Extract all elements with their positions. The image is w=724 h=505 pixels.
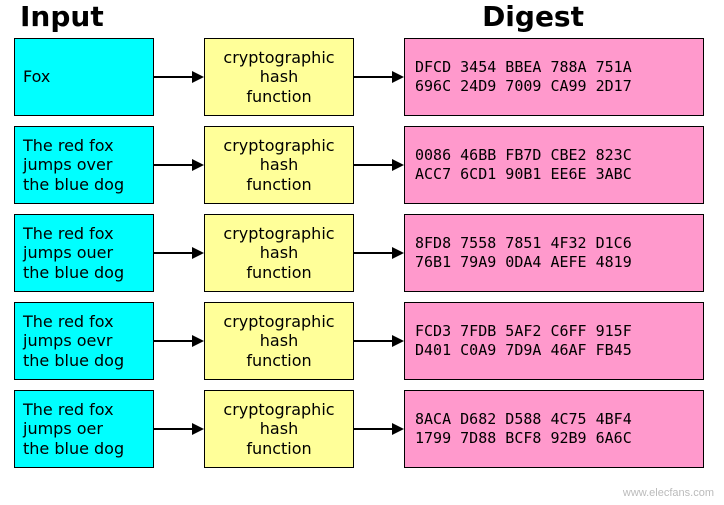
digest-line: 8ACA D682 D588 4C75 4BF4 <box>415 410 693 430</box>
hash-label-line: cryptographic <box>205 312 353 331</box>
watermark: www.elecfans.com <box>623 487 714 499</box>
arrow-icon <box>354 331 404 351</box>
arrow-icon <box>154 243 204 263</box>
header-digest: Digest <box>482 0 584 33</box>
digest-line: 0086 46BB FB7D CBE2 823C <box>415 146 693 166</box>
input-box: The red fox jumps oer the blue dog <box>14 390 154 468</box>
hash-label-line: hash <box>205 419 353 438</box>
header-input: Input <box>20 0 104 33</box>
arrow-icon <box>154 67 204 87</box>
digest-box: FCD3 7FDB 5AF2 C6FF 915F D401 C0A9 7D9A … <box>404 302 704 380</box>
diagram-row: The red fox jumps oer the blue dog crypt… <box>0 385 724 473</box>
hash-label-line: function <box>205 263 353 282</box>
hash-label-line: hash <box>205 155 353 174</box>
arrow-icon <box>154 155 204 175</box>
digest-line: FCD3 7FDB 5AF2 C6FF 915F <box>415 322 693 342</box>
hash-label-line: hash <box>205 67 353 86</box>
digest-line: ACC7 6CD1 90B1 EE6E 3ABC <box>415 165 693 185</box>
hash-function-box: cryptographic hash function <box>204 126 354 204</box>
hash-label-line: function <box>205 87 353 106</box>
arrow-icon <box>354 419 404 439</box>
diagram-row: The red fox jumps oevr the blue dog cryp… <box>0 297 724 385</box>
hash-label-line: cryptographic <box>205 136 353 155</box>
digest-box: 8FD8 7558 7851 4F32 D1C6 76B1 79A9 0DA4 … <box>404 214 704 292</box>
digest-line: 696C 24D9 7009 CA99 2D17 <box>415 77 693 97</box>
diagram-row: The red fox jumps over the blue dog cryp… <box>0 121 724 209</box>
digest-line: DFCD 3454 BBEA 788A 751A <box>415 58 693 78</box>
digest-line: D401 C0A9 7D9A 46AF FB45 <box>415 341 693 361</box>
arrow-icon <box>154 419 204 439</box>
hash-label-line: function <box>205 439 353 458</box>
digest-box: 0086 46BB FB7D CBE2 823C ACC7 6CD1 90B1 … <box>404 126 704 204</box>
hash-function-box: cryptographic hash function <box>204 214 354 292</box>
arrow-icon <box>354 243 404 263</box>
input-box: The red fox jumps oevr the blue dog <box>14 302 154 380</box>
arrow-icon <box>354 67 404 87</box>
digest-line: 76B1 79A9 0DA4 AEFE 4819 <box>415 253 693 273</box>
digest-box: 8ACA D682 D588 4C75 4BF4 1799 7D88 BCF8 … <box>404 390 704 468</box>
digest-line: 8FD8 7558 7851 4F32 D1C6 <box>415 234 693 254</box>
hash-label-line: cryptographic <box>205 48 353 67</box>
input-box: The red fox jumps ouer the blue dog <box>14 214 154 292</box>
diagram-row: The red fox jumps ouer the blue dog cryp… <box>0 209 724 297</box>
hash-label-line: function <box>205 351 353 370</box>
hash-label-line: hash <box>205 243 353 262</box>
hash-function-box: cryptographic hash function <box>204 38 354 116</box>
digest-box: DFCD 3454 BBEA 788A 751A 696C 24D9 7009 … <box>404 38 704 116</box>
digest-line: 1799 7D88 BCF8 92B9 6A6C <box>415 429 693 449</box>
arrow-icon <box>154 331 204 351</box>
input-box: Fox <box>14 38 154 116</box>
input-box: The red fox jumps over the blue dog <box>14 126 154 204</box>
hash-label-line: function <box>205 175 353 194</box>
hash-label-line: cryptographic <box>205 400 353 419</box>
hash-label-line: hash <box>205 331 353 350</box>
hash-label-line: cryptographic <box>205 224 353 243</box>
diagram-row: Fox cryptographic hash function DFCD 345… <box>0 33 724 121</box>
hash-function-box: cryptographic hash function <box>204 302 354 380</box>
hash-function-box: cryptographic hash function <box>204 390 354 468</box>
arrow-icon <box>354 155 404 175</box>
